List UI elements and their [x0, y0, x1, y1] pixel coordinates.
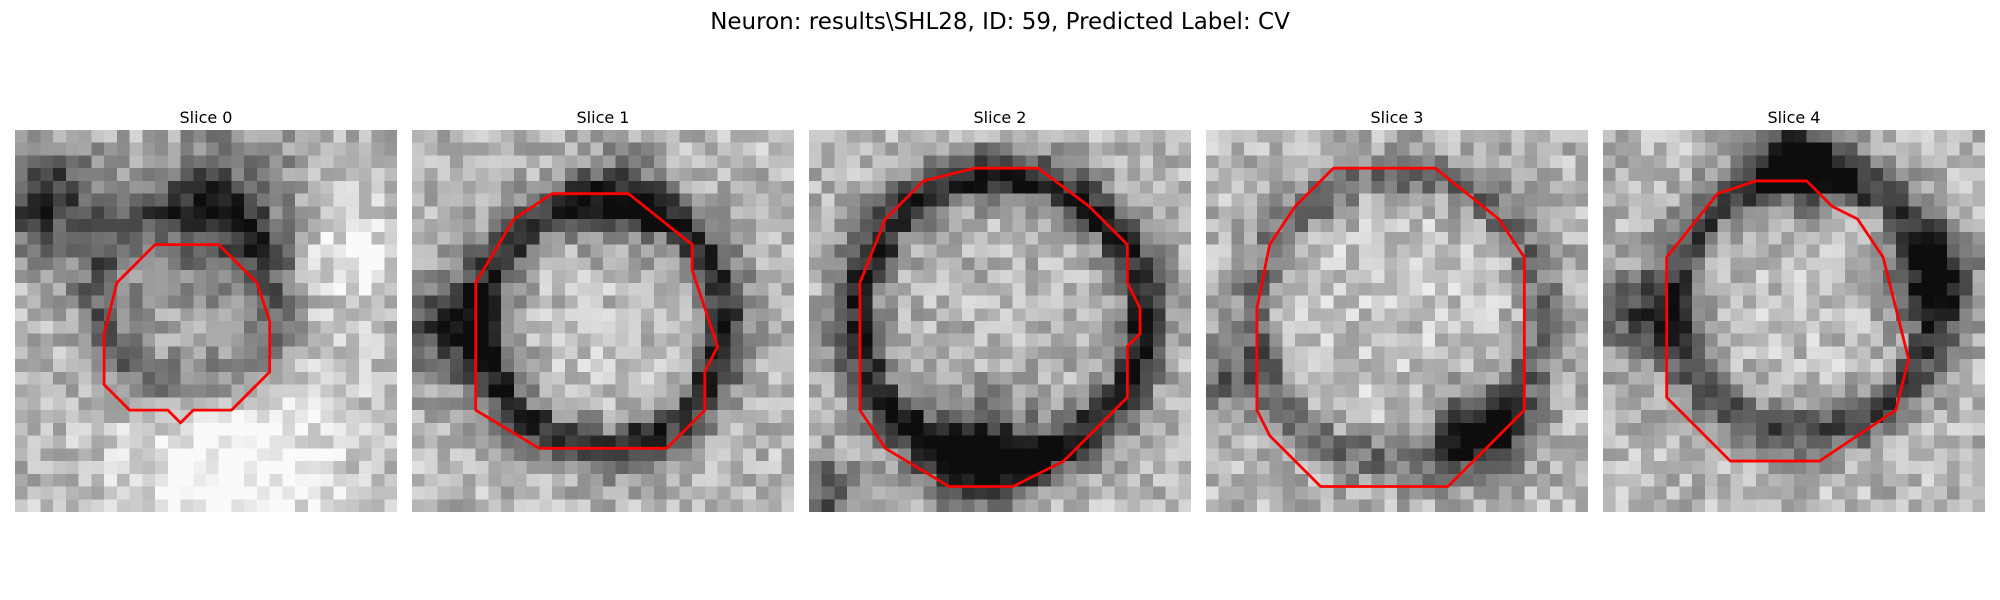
micrograph-pixels	[1206, 130, 1588, 512]
slice-title: Slice 1	[576, 108, 630, 127]
slice-title: Slice 2	[973, 108, 1027, 127]
slice-image-4	[1603, 130, 1985, 512]
slice-panel-0: Slice 0	[15, 106, 397, 512]
micrograph-pixels	[412, 130, 794, 512]
micrograph-pixels	[1603, 130, 1985, 512]
figure-title: Neuron: results\SHL28, ID: 59, Predicted…	[710, 9, 1290, 35]
slice-image-0	[15, 130, 397, 512]
slice-image-3	[1206, 130, 1588, 512]
slice-panel-2: Slice 2	[809, 106, 1191, 512]
slice-title: Slice 4	[1767, 108, 1821, 127]
slice-image-1	[412, 130, 794, 512]
slice-title: Slice 0	[179, 108, 233, 127]
roi-contour	[474, 192, 720, 450]
micrograph-pixels	[15, 130, 397, 512]
slice-panel-1: Slice 1	[412, 106, 794, 512]
slice-panel-4: Slice 4	[1603, 106, 1985, 512]
roi-contour	[102, 243, 272, 425]
roi-contour	[858, 166, 1142, 488]
slice-panel-3: Slice 3	[1206, 106, 1588, 512]
roi-contour	[1665, 179, 1911, 463]
micrograph-pixels	[809, 130, 1191, 512]
slice-image-2	[809, 130, 1191, 512]
roi-contour	[1255, 166, 1526, 488]
slice-title: Slice 3	[1370, 108, 1424, 127]
